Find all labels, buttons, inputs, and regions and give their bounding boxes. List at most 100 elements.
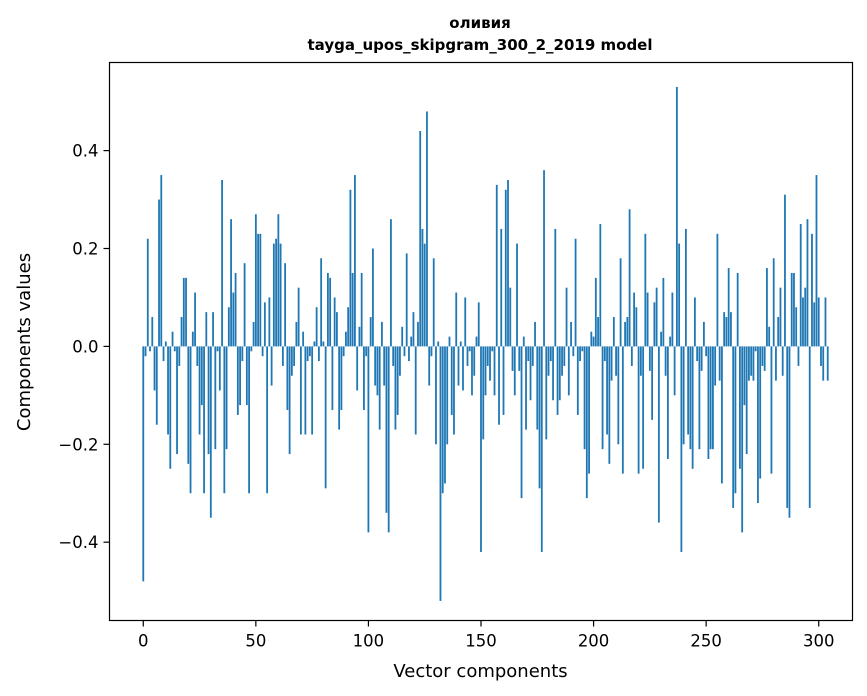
bar-82 (327, 272, 329, 347)
bar-50 (254, 214, 257, 347)
bar-293 (802, 297, 804, 347)
bar-94 (354, 175, 356, 347)
bar-48 (250, 346, 253, 352)
bar-301 (820, 346, 822, 366)
bar-107 (383, 346, 386, 386)
bar-124 (421, 228, 424, 347)
bar-72 (304, 346, 307, 435)
bar-205 (603, 346, 606, 362)
bar-300 (817, 297, 820, 347)
bar-71 (302, 331, 305, 347)
bar-173 (531, 346, 534, 366)
bar-272 (754, 346, 757, 352)
bar-67 (293, 346, 296, 366)
bar-213 (621, 346, 624, 474)
bar-105 (378, 346, 381, 430)
bar-0 (142, 346, 145, 582)
bar-147 (473, 346, 476, 376)
bar-277 (766, 268, 768, 347)
bar-53 (261, 346, 264, 357)
bar-55 (266, 346, 269, 494)
bar-207 (608, 346, 611, 464)
bar-44 (241, 346, 244, 362)
bar-26 (200, 346, 203, 406)
bar-237 (675, 86, 678, 347)
x-tick-label: 200 (578, 632, 610, 651)
bar-292 (799, 224, 802, 347)
bar-75 (311, 346, 314, 435)
bar-285 (784, 194, 786, 347)
bar-73 (306, 346, 309, 362)
chart-subtitle: tayga_upos_skipgram_300_2_2019 model (308, 36, 653, 54)
bar-142 (462, 346, 464, 391)
bar-206 (606, 346, 608, 435)
chart-title: оливия (449, 14, 510, 32)
bar-288 (790, 272, 793, 347)
bar-104 (376, 346, 379, 396)
bar-132 (439, 346, 442, 601)
x-axis-label: Vector components (393, 661, 567, 682)
bar-222 (642, 346, 645, 469)
bar-267 (743, 346, 746, 406)
bar-294 (804, 287, 807, 347)
bar-297 (811, 233, 813, 347)
bar-250 (705, 346, 708, 357)
bar-275 (761, 346, 764, 366)
bar-180 (547, 346, 550, 376)
bar-216 (628, 209, 631, 347)
bar-286 (786, 346, 789, 508)
bar-258 (723, 312, 726, 347)
bar-271 (752, 346, 755, 381)
bar-263 (734, 346, 737, 494)
bar-295 (806, 219, 809, 347)
bar-15 (176, 346, 178, 455)
bar-137 (450, 346, 453, 415)
bar-245 (693, 297, 696, 347)
bar-284 (781, 346, 784, 376)
bar-57 (270, 346, 273, 386)
bar-302 (822, 346, 825, 381)
bar-122 (417, 321, 419, 347)
bar-69 (297, 287, 300, 347)
bar-188 (565, 287, 568, 347)
bar-64 (286, 346, 289, 411)
bar-282 (777, 317, 780, 347)
bar-254 (714, 346, 717, 386)
bar-33 (216, 346, 219, 352)
bar-135 (446, 346, 449, 445)
bar-214 (624, 321, 626, 347)
bar-159 (500, 228, 503, 347)
bar-291 (797, 346, 800, 366)
bar-264 (736, 272, 739, 347)
bar-120 (412, 312, 415, 347)
bar-163 (509, 287, 512, 347)
bar-45 (243, 263, 246, 347)
bar-27 (203, 346, 205, 494)
bar-268 (745, 346, 748, 455)
bar-161 (504, 189, 507, 347)
bar-14 (173, 346, 176, 352)
bar-30 (209, 346, 212, 518)
x-tick-label: 250 (690, 632, 722, 651)
bar-186 (561, 346, 563, 376)
bar-80 (322, 341, 325, 347)
bar-51 (257, 233, 259, 347)
x-tick-label: 150 (465, 632, 497, 651)
x-tick-label: 0 (138, 632, 149, 651)
bar-266 (741, 346, 744, 533)
bar-112 (394, 346, 397, 430)
bar-226 (651, 346, 654, 420)
bar-56 (268, 297, 271, 347)
bar-191 (572, 346, 575, 357)
bar-236 (673, 346, 676, 396)
bar-96 (358, 326, 361, 347)
bar-168 (520, 346, 523, 499)
bar-36 (223, 346, 226, 494)
bar-189 (567, 346, 570, 396)
bar-273 (757, 346, 759, 504)
bar-123 (419, 131, 422, 347)
bar-17 (180, 317, 183, 347)
bar-299 (815, 175, 818, 347)
bar-169 (522, 336, 525, 347)
bar-265 (739, 346, 741, 469)
